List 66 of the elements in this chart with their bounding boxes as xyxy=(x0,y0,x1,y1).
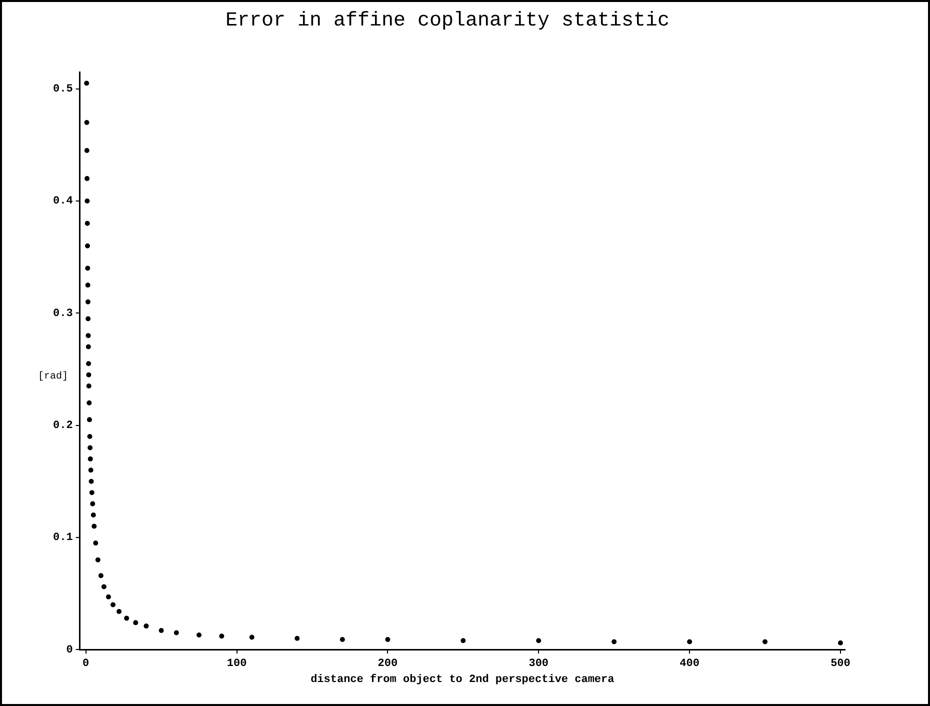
point xyxy=(460,638,466,644)
point xyxy=(536,638,542,644)
point xyxy=(85,243,90,248)
point xyxy=(612,639,617,644)
point xyxy=(84,148,90,154)
point xyxy=(385,637,390,642)
point xyxy=(86,372,92,378)
x-axis-title: distance from object to 2nd perspective camera xyxy=(310,673,615,686)
chart-title: Error in affine coplanarity statistic xyxy=(225,9,670,32)
point xyxy=(687,639,692,644)
point xyxy=(838,640,843,646)
x-tick-label: 0 xyxy=(82,658,90,670)
point xyxy=(85,266,90,271)
point xyxy=(98,573,104,578)
point xyxy=(88,478,94,484)
point xyxy=(84,198,90,204)
point xyxy=(87,434,92,440)
x-tick-label: 100 xyxy=(226,658,247,670)
point xyxy=(158,628,164,634)
point xyxy=(89,490,94,496)
point xyxy=(88,445,93,450)
point xyxy=(101,584,106,590)
point xyxy=(249,634,254,640)
point xyxy=(88,456,93,462)
y-tick-label: 0.3 xyxy=(52,308,74,320)
point xyxy=(294,636,300,641)
point xyxy=(174,630,179,636)
point xyxy=(84,80,90,86)
y-tick-label: 0.4 xyxy=(52,196,74,208)
point xyxy=(84,176,90,182)
point xyxy=(106,594,111,600)
point xyxy=(110,602,116,608)
point xyxy=(88,468,94,473)
point xyxy=(86,344,91,350)
x-tick-label: 400 xyxy=(680,658,700,670)
point xyxy=(84,220,90,226)
point xyxy=(92,524,97,529)
point xyxy=(90,512,96,518)
point xyxy=(86,417,92,422)
point xyxy=(196,632,202,638)
point xyxy=(133,620,138,626)
y-tick-label: 0 xyxy=(66,644,73,656)
point xyxy=(116,608,122,614)
point xyxy=(86,400,92,406)
point xyxy=(86,361,92,366)
x-tick-label: 200 xyxy=(378,658,398,670)
point xyxy=(340,637,345,642)
point xyxy=(762,639,768,644)
point xyxy=(93,540,98,546)
y-tick-label: 0.2 xyxy=(52,420,73,432)
point xyxy=(85,282,90,288)
point xyxy=(124,616,130,621)
x-tick-label: 500 xyxy=(830,658,850,670)
point xyxy=(144,624,149,629)
y-axis-title: [rad] xyxy=(38,370,68,382)
point xyxy=(84,120,90,125)
point xyxy=(86,384,92,389)
x-tick-label: 300 xyxy=(528,658,549,670)
y-tick-label: 0.1 xyxy=(52,532,74,544)
point xyxy=(86,333,91,338)
point xyxy=(85,299,90,304)
point xyxy=(219,634,224,639)
y-tick-label: 0.5 xyxy=(52,84,74,96)
point xyxy=(95,557,100,562)
point xyxy=(90,501,96,506)
point xyxy=(86,316,91,322)
